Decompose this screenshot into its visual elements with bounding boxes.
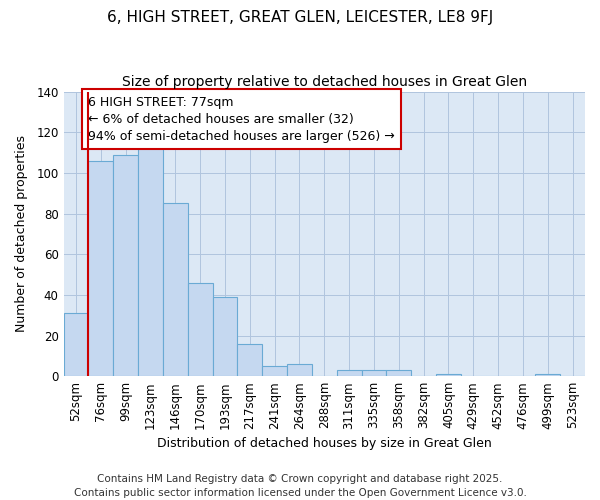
Bar	[386, 370, 411, 376]
Bar	[238, 344, 262, 376]
Bar	[287, 364, 312, 376]
Y-axis label: Number of detached properties: Number of detached properties	[15, 136, 28, 332]
Bar	[113, 154, 138, 376]
Bar	[88, 160, 113, 376]
Bar	[535, 374, 560, 376]
Bar	[64, 313, 88, 376]
Bar	[436, 374, 461, 376]
X-axis label: Distribution of detached houses by size in Great Glen: Distribution of detached houses by size …	[157, 437, 491, 450]
Text: 6 HIGH STREET: 77sqm
← 6% of detached houses are smaller (32)
94% of semi-detach: 6 HIGH STREET: 77sqm ← 6% of detached ho…	[88, 96, 395, 142]
Bar	[188, 282, 212, 376]
Text: 6, HIGH STREET, GREAT GLEN, LEICESTER, LE8 9FJ: 6, HIGH STREET, GREAT GLEN, LEICESTER, L…	[107, 10, 493, 25]
Bar	[337, 370, 362, 376]
Bar	[212, 297, 238, 376]
Title: Size of property relative to detached houses in Great Glen: Size of property relative to detached ho…	[122, 75, 527, 89]
Bar	[362, 370, 386, 376]
Text: Contains HM Land Registry data © Crown copyright and database right 2025.
Contai: Contains HM Land Registry data © Crown c…	[74, 474, 526, 498]
Bar	[163, 204, 188, 376]
Bar	[138, 142, 163, 376]
Bar	[262, 366, 287, 376]
